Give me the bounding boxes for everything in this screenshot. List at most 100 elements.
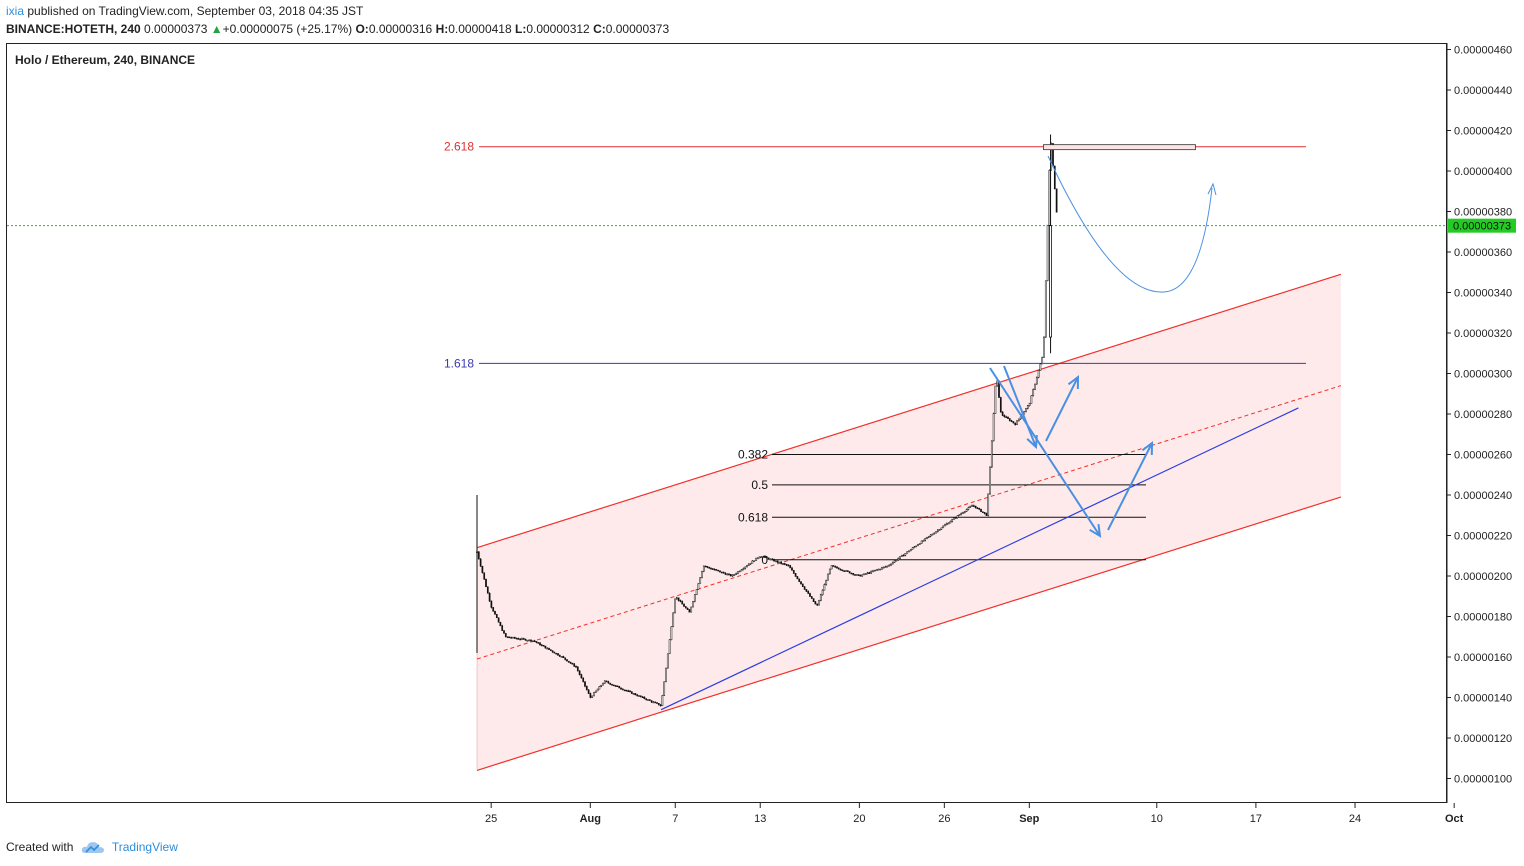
candle-body bbox=[922, 540, 925, 542]
candle-body bbox=[915, 545, 918, 548]
projection-arrow[interactable] bbox=[1003, 365, 1037, 448]
candle-body bbox=[537, 642, 540, 644]
candle-body bbox=[503, 630, 505, 634]
x-tick-label: 26 bbox=[938, 813, 950, 825]
candle-body bbox=[641, 696, 644, 699]
candle-body bbox=[695, 589, 698, 595]
x-tick-label: 10 bbox=[1151, 813, 1163, 825]
candle-body bbox=[567, 660, 570, 663]
author-link[interactable]: ixia bbox=[6, 4, 25, 18]
arrowhead-icon bbox=[1141, 440, 1154, 456]
candle-body bbox=[933, 532, 936, 535]
candle-body bbox=[587, 689, 590, 694]
candle-body bbox=[656, 702, 658, 704]
candle-body bbox=[571, 663, 574, 665]
target-box[interactable] bbox=[1043, 144, 1196, 151]
up-arrow-icon: ▲ bbox=[210, 22, 223, 36]
candle-body bbox=[825, 580, 828, 585]
candle-body bbox=[735, 573, 738, 575]
candle-body bbox=[980, 508, 982, 512]
candle-body bbox=[692, 601, 694, 608]
x-tick-label: 25 bbox=[485, 813, 497, 825]
candle-body bbox=[897, 558, 900, 561]
candle-body bbox=[890, 563, 892, 566]
candle-body bbox=[1028, 403, 1031, 406]
projection-curve[interactable] bbox=[1047, 155, 1213, 293]
candle-body bbox=[753, 560, 756, 562]
candle-body bbox=[605, 680, 608, 683]
candle-body bbox=[501, 625, 504, 631]
y-tick-label: 0.00000400 bbox=[1454, 166, 1512, 178]
candle-body bbox=[738, 570, 741, 573]
projection-arrow[interactable] bbox=[1045, 376, 1079, 442]
candle-body bbox=[893, 560, 896, 563]
projection-arrow[interactable] bbox=[989, 367, 1101, 537]
candle-body bbox=[540, 644, 543, 647]
candle-body bbox=[944, 524, 946, 527]
candle-body bbox=[938, 529, 941, 531]
candle-body bbox=[1041, 357, 1044, 365]
candle-body bbox=[771, 558, 774, 561]
candle-body bbox=[785, 563, 788, 566]
candle-body bbox=[548, 647, 550, 650]
projection-arrow[interactable] bbox=[1107, 442, 1153, 531]
candle-body bbox=[751, 560, 754, 564]
tradingview-link[interactable]: TradingView bbox=[111, 840, 178, 854]
candle-body bbox=[891, 562, 894, 565]
y-tick-label: 0.00000300 bbox=[1454, 369, 1512, 381]
candle-body bbox=[495, 614, 498, 619]
current-price-label: 0.00000373 bbox=[1453, 221, 1511, 233]
published-text: published on TradingView.com, September … bbox=[27, 4, 364, 18]
candle-body bbox=[632, 693, 635, 695]
candle-body bbox=[729, 574, 732, 577]
candle-body bbox=[544, 645, 547, 649]
candle-body bbox=[994, 385, 997, 414]
candle-body bbox=[787, 564, 790, 567]
candle-body bbox=[767, 557, 770, 560]
candle-body bbox=[555, 652, 558, 655]
candle-body bbox=[1037, 370, 1040, 378]
candle-body bbox=[846, 570, 849, 572]
candle-body bbox=[949, 521, 952, 524]
candle-body bbox=[483, 572, 486, 580]
channel-upper-line[interactable] bbox=[476, 273, 1342, 549]
candle-body bbox=[1003, 415, 1006, 418]
candle-body bbox=[591, 695, 594, 698]
candle-body bbox=[674, 598, 676, 614]
candle-body bbox=[639, 695, 642, 698]
x-tick-label: 24 bbox=[1349, 813, 1361, 825]
candle-body bbox=[612, 684, 615, 687]
candle-body bbox=[746, 565, 748, 568]
channel-lower-line[interactable] bbox=[476, 496, 1342, 771]
candle-body bbox=[1025, 408, 1027, 412]
candle-body bbox=[1017, 418, 1020, 422]
candle-body bbox=[762, 556, 765, 558]
candle-body bbox=[1030, 395, 1033, 404]
candle-body bbox=[531, 640, 534, 643]
candle-body bbox=[553, 651, 556, 654]
candle-body bbox=[1043, 336, 1045, 358]
open-value: 0.00000316 bbox=[368, 22, 433, 36]
candle-body bbox=[999, 397, 1002, 413]
trend-line[interactable] bbox=[660, 407, 1299, 711]
x-tick-label: 7 bbox=[672, 813, 678, 825]
candle-body bbox=[643, 696, 646, 699]
y-tick-label: 0.00000200 bbox=[1454, 571, 1512, 583]
low-label: L: bbox=[514, 22, 527, 36]
y-tick-label: 0.00000340 bbox=[1454, 288, 1512, 300]
candle-body bbox=[974, 505, 977, 509]
candle-body bbox=[659, 704, 662, 707]
candle-body bbox=[794, 573, 797, 577]
candle-body bbox=[884, 566, 887, 568]
candle-body bbox=[611, 684, 613, 686]
candle-body bbox=[1012, 421, 1015, 424]
candle-body bbox=[971, 505, 973, 507]
candle-body bbox=[778, 561, 781, 564]
candle-body bbox=[515, 637, 518, 640]
candle-body bbox=[881, 567, 883, 570]
y-tick-label: 0.00000380 bbox=[1454, 207, 1512, 219]
candle-body bbox=[675, 597, 678, 600]
candle-body bbox=[816, 603, 819, 606]
candle-body bbox=[719, 570, 721, 573]
